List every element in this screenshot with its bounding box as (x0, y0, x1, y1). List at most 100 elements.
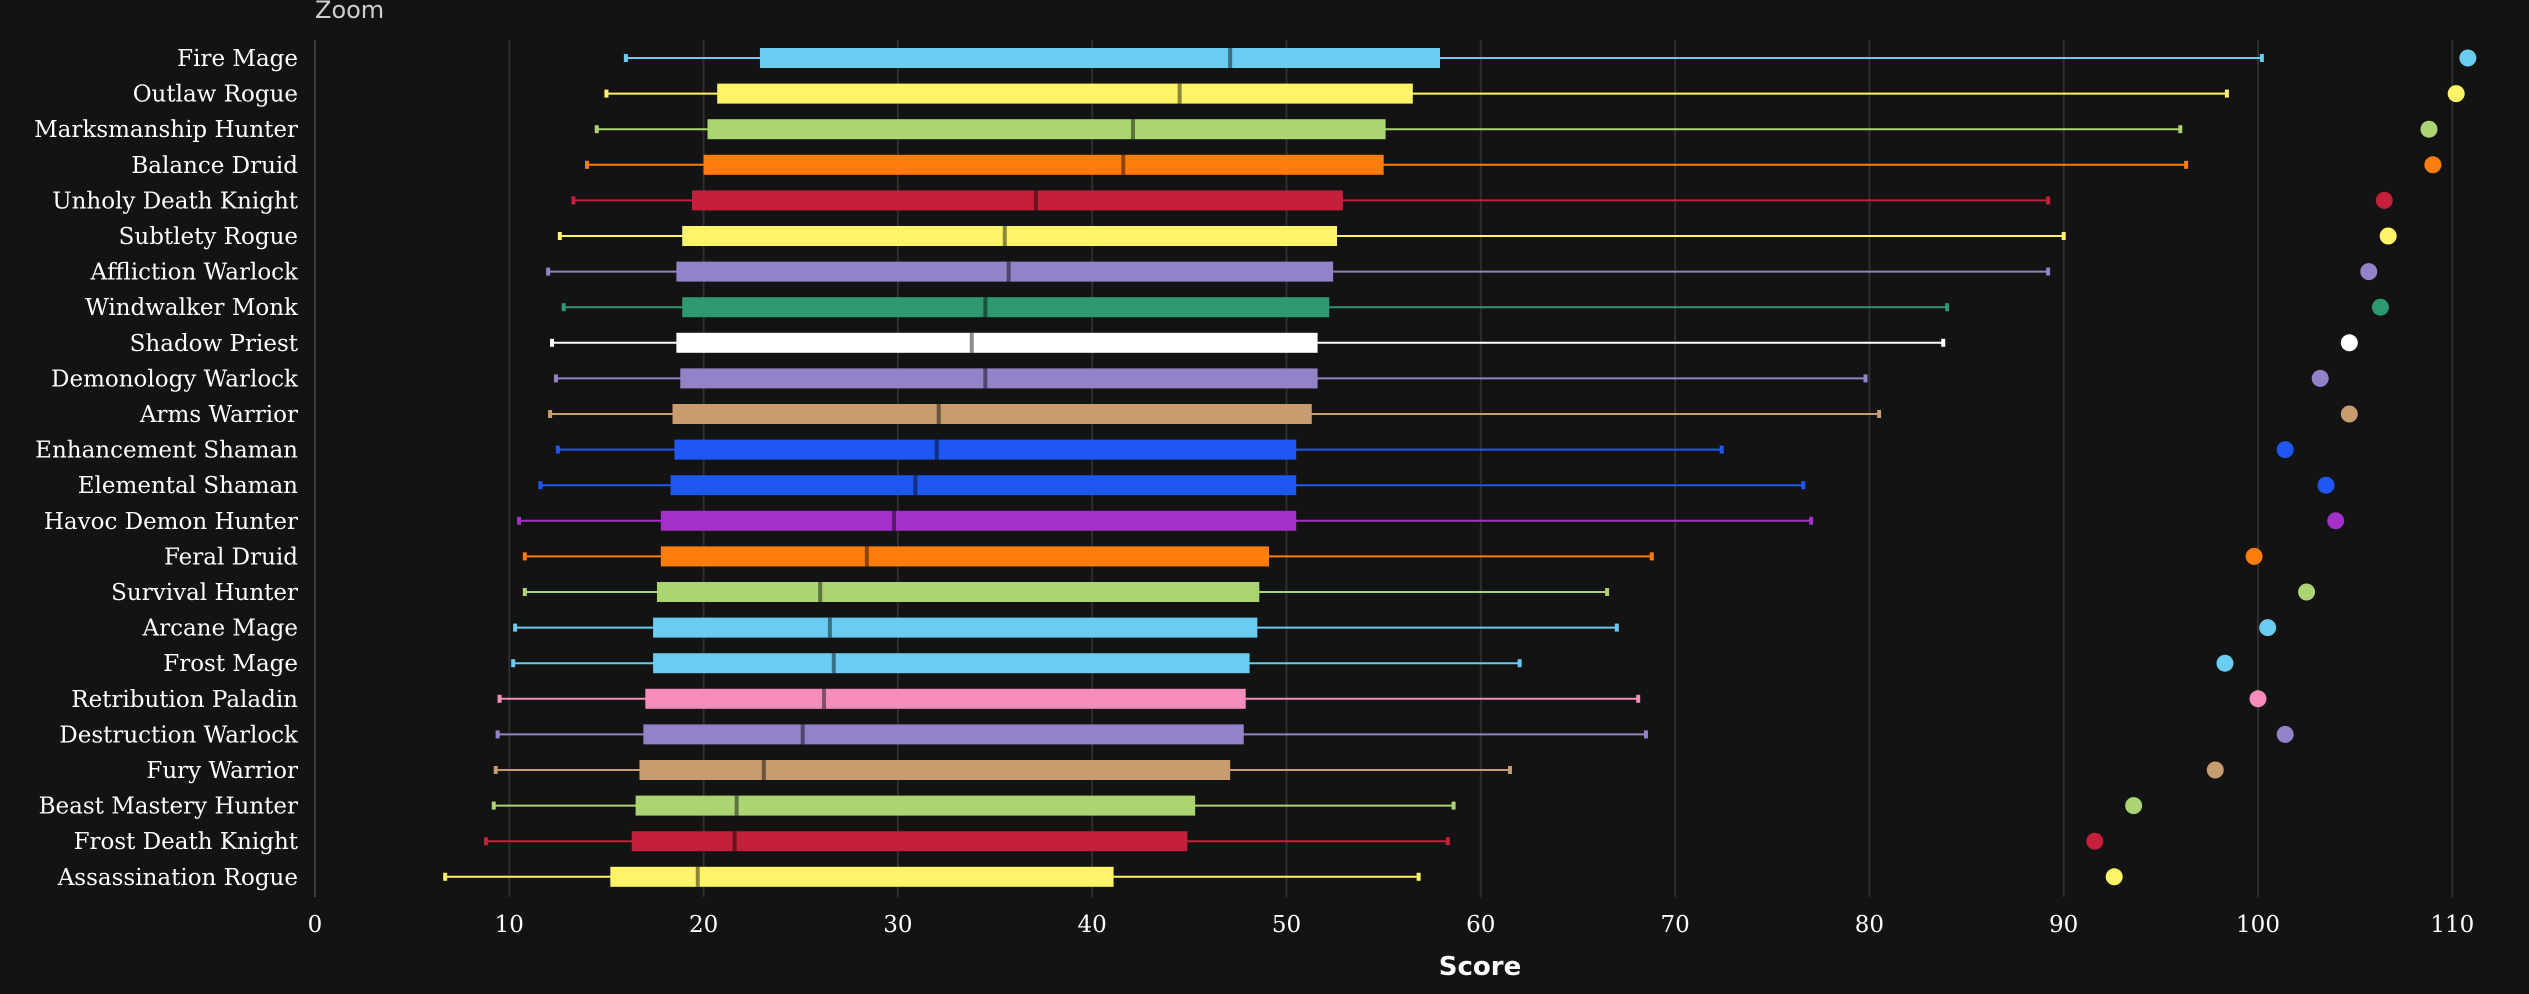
x-axis-title: Score (1439, 952, 1521, 982)
category-label: Balance Druid (131, 153, 298, 179)
box-row[interactable] (594, 119, 2438, 140)
box-iqr[interactable] (676, 261, 1334, 282)
box-iqr[interactable] (759, 48, 1440, 68)
box-row[interactable] (548, 404, 2358, 424)
box-row[interactable] (553, 368, 2329, 389)
box-iqr[interactable] (680, 368, 1318, 389)
category-label: Windwalker Monk (85, 295, 299, 321)
x-tick-label: 90 (2049, 912, 2078, 938)
box-iqr[interactable] (639, 760, 1231, 780)
max-point[interactable] (2245, 547, 2263, 565)
box-row[interactable] (491, 795, 2143, 816)
category-label: Destruction Warlock (59, 722, 299, 748)
box-row[interactable] (513, 617, 2277, 638)
box-iqr[interactable] (660, 546, 1270, 567)
max-point[interactable] (2276, 441, 2294, 459)
box-row[interactable] (522, 582, 2316, 602)
category-label: Unholy Death Knight (52, 188, 299, 214)
box-row[interactable] (550, 332, 2358, 353)
max-point[interactable] (2340, 405, 2358, 423)
max-point[interactable] (2420, 120, 2438, 138)
category-label: Outlaw Rogue (133, 82, 298, 108)
max-point[interactable] (2340, 334, 2358, 352)
box-iqr[interactable] (682, 297, 1330, 318)
max-point[interactable] (2276, 725, 2294, 743)
x-tick-label: 60 (1466, 912, 1495, 938)
box-row[interactable] (497, 688, 2267, 709)
box-row[interactable] (483, 831, 2104, 852)
box-row[interactable] (538, 475, 2335, 496)
category-label: Feral Druid (164, 544, 298, 570)
box-row[interactable] (557, 226, 2397, 246)
box-row[interactable] (511, 653, 2234, 674)
x-axis-ticks: 0 10 20 30 40 50 60 70 80 90 100 110 (308, 912, 2475, 938)
category-label: Fire Mage (177, 46, 298, 72)
box-iqr[interactable] (674, 439, 1297, 460)
max-point[interactable] (2259, 619, 2277, 637)
max-point[interactable] (2360, 263, 2378, 281)
box-iqr[interactable] (610, 866, 1114, 887)
box-iqr[interactable] (682, 226, 1338, 246)
max-point[interactable] (2459, 49, 2477, 67)
max-point[interactable] (2086, 832, 2104, 850)
box-row[interactable] (443, 866, 2123, 887)
max-point[interactable] (2447, 85, 2465, 103)
max-point[interactable] (2327, 512, 2345, 530)
x-tick-label: 50 (1272, 912, 1301, 938)
box-row[interactable] (495, 724, 2294, 745)
box-iqr[interactable] (703, 154, 1384, 175)
box-iqr[interactable] (656, 582, 1260, 602)
box-row[interactable] (517, 510, 2345, 531)
box-row[interactable] (555, 439, 2294, 460)
max-point[interactable] (2424, 156, 2442, 174)
box-row[interactable] (522, 546, 2263, 567)
max-point[interactable] (2298, 583, 2316, 601)
box-row[interactable] (571, 190, 2393, 211)
box-row[interactable] (561, 297, 2389, 318)
max-point[interactable] (2125, 797, 2143, 815)
box-iqr[interactable] (643, 724, 1244, 745)
max-point[interactable] (2317, 476, 2335, 494)
category-label: Assassination Rogue (57, 865, 298, 891)
box-iqr[interactable] (670, 475, 1297, 496)
category-label: Shadow Priest (130, 331, 299, 357)
max-point[interactable] (2371, 298, 2389, 316)
box-iqr[interactable] (672, 404, 1312, 424)
x-tick-label: 100 (2236, 912, 2280, 938)
box-row[interactable] (585, 154, 2442, 175)
category-label: Havoc Demon Hunter (44, 509, 298, 535)
box-iqr[interactable] (635, 795, 1196, 816)
max-point[interactable] (2379, 227, 2397, 245)
x-tick-label: 0 (308, 912, 323, 938)
box-row[interactable] (546, 261, 2378, 282)
category-label: Frost Mage (163, 651, 298, 677)
category-label: Survival Hunter (111, 580, 298, 606)
category-label: Arms Warrior (139, 402, 298, 428)
box-iqr[interactable] (717, 83, 1413, 104)
max-point[interactable] (2206, 761, 2224, 779)
box-row[interactable] (623, 48, 2477, 68)
box-iqr[interactable] (653, 617, 1258, 638)
category-labels: Fire Mage Outlaw Rogue Marksmanship Hunter… (34, 46, 299, 891)
category-label: Marksmanship Hunter (34, 117, 298, 143)
max-point[interactable] (2216, 654, 2234, 672)
box-row[interactable] (604, 83, 2465, 104)
box-iqr[interactable] (691, 190, 1343, 211)
box-iqr[interactable] (631, 831, 1188, 852)
max-point[interactable] (2249, 690, 2267, 708)
zoom-label[interactable]: Zoom (315, 0, 384, 24)
grid-lines (508, 40, 2454, 897)
category-label: Elemental Shaman (78, 473, 298, 499)
category-label: Affliction Warlock (90, 260, 300, 286)
x-tick-label: 70 (1660, 912, 1689, 938)
max-point[interactable] (2375, 191, 2393, 209)
category-label: Enhancement Shaman (35, 438, 298, 464)
max-point[interactable] (2105, 868, 2123, 886)
box-iqr[interactable] (707, 119, 1386, 140)
box-iqr[interactable] (676, 332, 1318, 353)
box-row[interactable] (493, 760, 2224, 780)
max-point[interactable] (2311, 369, 2329, 387)
box-iqr[interactable] (653, 653, 1250, 674)
box-iqr[interactable] (645, 688, 1246, 709)
box-iqr[interactable] (660, 510, 1297, 531)
